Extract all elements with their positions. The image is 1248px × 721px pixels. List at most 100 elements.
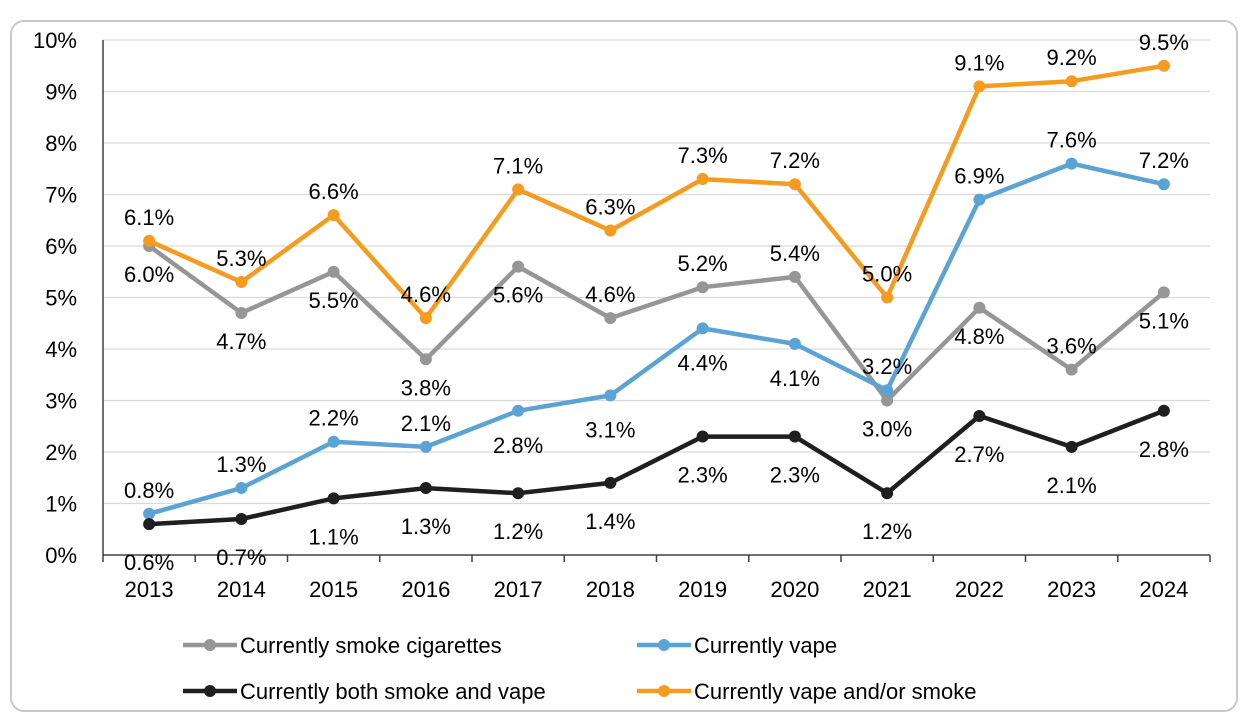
y-tick-label: 9% bbox=[45, 80, 77, 105]
data-label: 2.8% bbox=[1139, 437, 1189, 462]
data-label: 0.6% bbox=[124, 550, 174, 575]
x-tick-label: 2023 bbox=[1047, 577, 1096, 602]
data-point bbox=[512, 404, 525, 417]
data-point bbox=[696, 281, 709, 294]
data-point bbox=[604, 389, 617, 402]
data-label: 4.6% bbox=[401, 282, 451, 307]
data-label: 4.7% bbox=[216, 329, 266, 354]
data-point bbox=[419, 482, 432, 495]
data-label: 5.2% bbox=[678, 251, 728, 276]
x-tick-label: 2014 bbox=[217, 577, 266, 602]
data-label: 5.0% bbox=[862, 262, 912, 287]
data-point bbox=[881, 487, 894, 500]
y-tick-label: 8% bbox=[45, 131, 77, 156]
chart-frame bbox=[10, 20, 1238, 712]
data-label: 3.8% bbox=[401, 375, 451, 400]
data-label: 4.1% bbox=[770, 366, 820, 391]
data-label: 6.6% bbox=[309, 179, 359, 204]
legend-label: Currently both smoke and vape bbox=[240, 679, 546, 704]
data-label: 7.2% bbox=[770, 148, 820, 173]
data-label: 0.7% bbox=[216, 545, 266, 570]
data-label: 9.1% bbox=[954, 50, 1004, 75]
data-label: 0.8% bbox=[124, 478, 174, 503]
data-label: 4.4% bbox=[678, 350, 728, 375]
y-tick-label: 5% bbox=[45, 286, 77, 311]
data-point bbox=[881, 384, 894, 397]
y-tick-label: 4% bbox=[45, 337, 77, 362]
data-point bbox=[604, 312, 617, 325]
data-label: 2.3% bbox=[678, 463, 728, 488]
data-label: 6.1% bbox=[124, 205, 174, 230]
data-point bbox=[235, 306, 248, 319]
y-tick-label: 3% bbox=[45, 389, 77, 414]
data-point bbox=[973, 193, 986, 206]
series-line bbox=[146, 161, 1167, 517]
data-point bbox=[143, 507, 156, 520]
x-tick-label: 2018 bbox=[586, 577, 635, 602]
data-label: 6.0% bbox=[124, 262, 174, 287]
data-point bbox=[1065, 440, 1078, 453]
x-tick-label: 2021 bbox=[863, 577, 912, 602]
data-label: 1.1% bbox=[309, 524, 359, 549]
y-tick-label: 7% bbox=[45, 183, 77, 208]
data-point bbox=[788, 178, 801, 191]
data-label: 4.8% bbox=[954, 324, 1004, 349]
data-label: 2.8% bbox=[493, 433, 543, 458]
data-label: 5.1% bbox=[1139, 308, 1189, 333]
data-point bbox=[1065, 157, 1078, 170]
data-label: 1.3% bbox=[401, 514, 451, 539]
y-tick-label: 0% bbox=[45, 543, 77, 568]
data-label: 5.4% bbox=[770, 241, 820, 266]
data-point bbox=[419, 353, 432, 366]
data-label: 3.2% bbox=[862, 354, 912, 379]
data-label: 6.3% bbox=[585, 195, 635, 220]
data-point bbox=[604, 224, 617, 237]
data-point bbox=[788, 337, 801, 350]
data-point bbox=[143, 518, 156, 531]
x-tick-label: 2016 bbox=[401, 577, 450, 602]
series-line bbox=[146, 408, 1167, 527]
y-tick-label: 6% bbox=[45, 234, 77, 259]
data-point bbox=[235, 512, 248, 525]
data-label: 1.4% bbox=[585, 509, 635, 534]
data-point bbox=[235, 276, 248, 289]
data-label: 2.2% bbox=[309, 406, 359, 431]
data-label: 9.5% bbox=[1139, 30, 1189, 55]
data-point bbox=[973, 301, 986, 314]
y-tick-label: 2% bbox=[45, 440, 77, 465]
data-point bbox=[512, 260, 525, 273]
legend-label: Currently vape bbox=[694, 633, 837, 658]
y-tick-label: 1% bbox=[45, 492, 77, 517]
x-tick-label: 2019 bbox=[678, 577, 727, 602]
x-tick-label: 2017 bbox=[494, 577, 543, 602]
legend-marker bbox=[204, 685, 216, 697]
gridlines bbox=[103, 39, 1210, 505]
x-tick-labels: 2013 2014 2015 2016 2017 2018 2019 2020 2021 2022… bbox=[125, 577, 1189, 602]
data-label: 7.1% bbox=[493, 153, 543, 178]
data-label: 7.3% bbox=[678, 143, 728, 168]
x-tick-label: 2015 bbox=[309, 577, 358, 602]
data-label: 5.5% bbox=[309, 288, 359, 313]
data-label: 2.1% bbox=[1047, 473, 1097, 498]
axes bbox=[102, 40, 1211, 562]
data-label: 2.7% bbox=[954, 442, 1004, 467]
data-point bbox=[1157, 286, 1170, 299]
data-point bbox=[327, 492, 340, 505]
data-point bbox=[1157, 178, 1170, 191]
legend-marker bbox=[658, 639, 670, 651]
legend-label: Currently smoke cigarettes bbox=[240, 633, 502, 658]
data-point bbox=[696, 430, 709, 443]
y-tick-label: 10% bbox=[33, 28, 77, 53]
data-point bbox=[1157, 404, 1170, 417]
data-point bbox=[419, 440, 432, 453]
data-point bbox=[604, 476, 617, 489]
data-label: 3.6% bbox=[1047, 334, 1097, 359]
data-label: 6.9% bbox=[954, 164, 1004, 189]
data-point bbox=[1157, 59, 1170, 72]
data-label: 5.3% bbox=[216, 246, 266, 271]
data-point bbox=[327, 265, 340, 278]
x-tick-label: 2024 bbox=[1139, 577, 1188, 602]
data-point bbox=[327, 435, 340, 448]
legend-marker bbox=[204, 639, 216, 651]
